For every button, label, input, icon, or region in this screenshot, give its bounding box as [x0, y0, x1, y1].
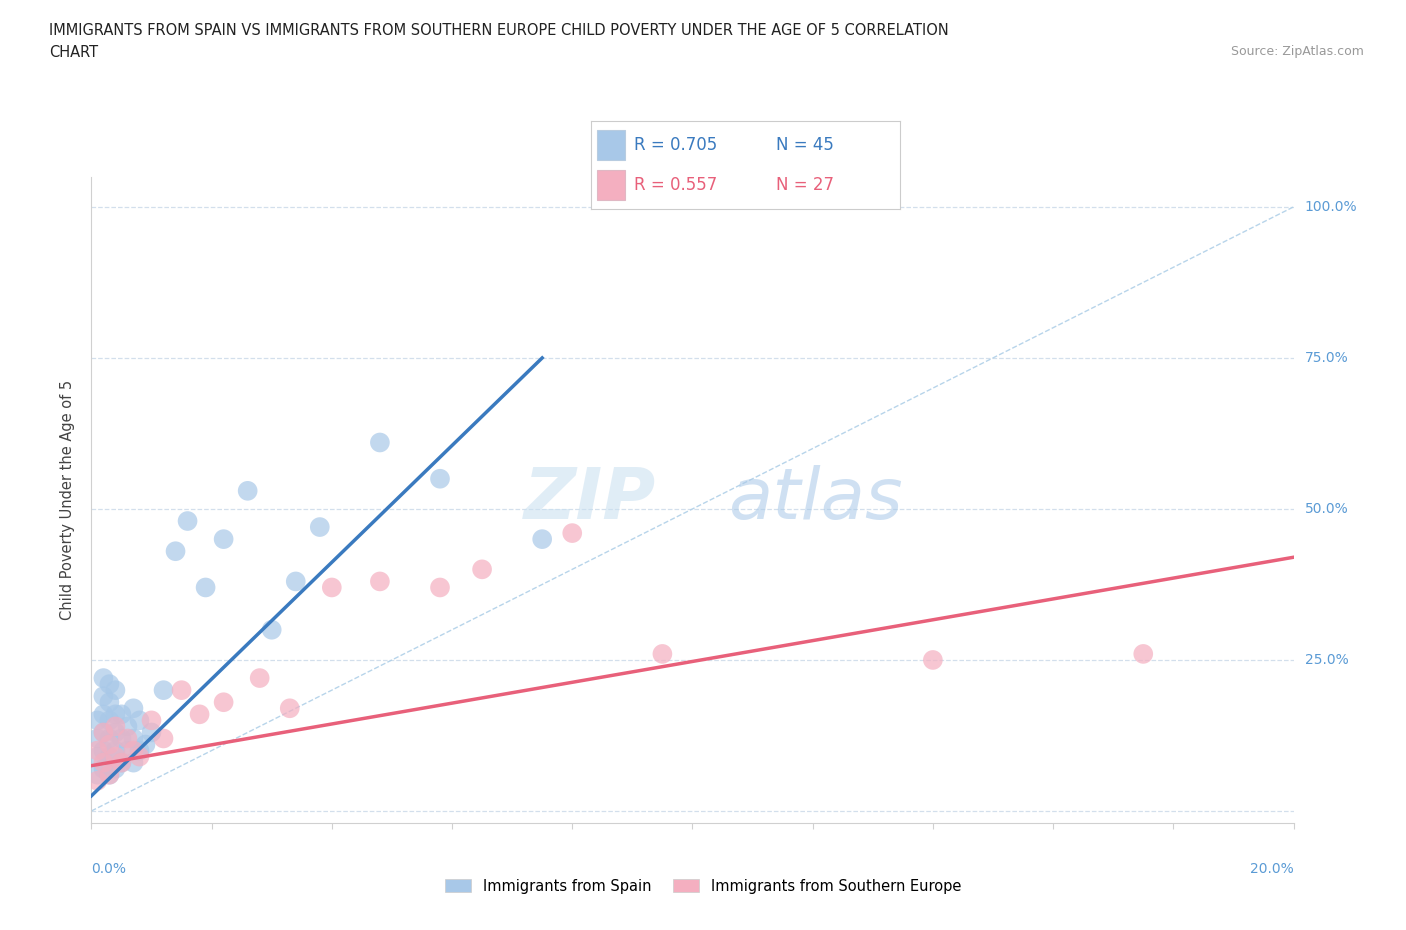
Point — [122, 701, 145, 716]
Text: CHART: CHART — [49, 45, 98, 60]
Point — [98, 677, 121, 692]
Point — [110, 755, 132, 770]
Point — [321, 580, 343, 595]
Point — [110, 707, 132, 722]
Point — [104, 750, 127, 764]
Point — [86, 750, 108, 764]
Point — [651, 646, 673, 661]
Point — [93, 689, 115, 704]
Point — [104, 725, 127, 740]
Point — [429, 472, 451, 486]
Point — [98, 731, 121, 746]
Point — [93, 755, 115, 770]
Point — [308, 520, 330, 535]
FancyBboxPatch shape — [596, 170, 624, 201]
Point — [93, 725, 115, 740]
Point — [104, 683, 127, 698]
Point — [134, 737, 156, 752]
Point — [128, 750, 150, 764]
Point — [93, 725, 115, 740]
Point — [117, 719, 139, 734]
Point — [141, 713, 163, 728]
Point — [152, 683, 174, 698]
Point — [98, 695, 121, 710]
Point — [117, 743, 139, 758]
Point — [122, 755, 145, 770]
Point — [104, 719, 127, 734]
Text: atlas: atlas — [728, 465, 903, 535]
Point — [284, 574, 307, 589]
Point — [152, 731, 174, 746]
Point — [93, 762, 115, 777]
Point — [98, 750, 121, 764]
Point — [104, 707, 127, 722]
Point — [86, 767, 108, 782]
Point — [104, 743, 127, 758]
FancyBboxPatch shape — [596, 130, 624, 160]
Point — [236, 484, 259, 498]
Point — [86, 743, 108, 758]
Point — [429, 580, 451, 595]
Point — [86, 713, 108, 728]
Text: ZIP: ZIP — [524, 465, 657, 535]
Text: Source: ZipAtlas.com: Source: ZipAtlas.com — [1230, 45, 1364, 58]
Point — [1132, 646, 1154, 661]
Text: 0.0%: 0.0% — [91, 862, 127, 876]
Text: R = 0.705: R = 0.705 — [634, 136, 717, 153]
Y-axis label: Child Poverty Under the Age of 5: Child Poverty Under the Age of 5 — [60, 379, 76, 620]
Point — [141, 725, 163, 740]
Point — [128, 713, 150, 728]
Point — [93, 671, 115, 685]
Text: N = 27: N = 27 — [776, 177, 834, 194]
Point — [260, 622, 283, 637]
Point — [194, 580, 217, 595]
Point — [110, 731, 132, 746]
Point — [122, 743, 145, 758]
Point — [93, 707, 115, 722]
Point — [212, 532, 235, 547]
Point — [104, 762, 127, 777]
Text: IMMIGRANTS FROM SPAIN VS IMMIGRANTS FROM SOUTHERN EUROPE CHILD POVERTY UNDER THE: IMMIGRANTS FROM SPAIN VS IMMIGRANTS FROM… — [49, 23, 949, 38]
Point — [86, 774, 108, 789]
Text: N = 45: N = 45 — [776, 136, 834, 153]
Point — [249, 671, 271, 685]
Point — [531, 532, 554, 547]
Point — [93, 743, 115, 758]
Legend: Immigrants from Spain, Immigrants from Southern Europe: Immigrants from Spain, Immigrants from S… — [439, 872, 967, 899]
Point — [110, 755, 132, 770]
Point — [170, 683, 193, 698]
Point — [86, 731, 108, 746]
Point — [278, 701, 301, 716]
Point — [561, 525, 583, 540]
Point — [98, 767, 121, 782]
Text: 100.0%: 100.0% — [1305, 200, 1357, 214]
Point — [188, 707, 211, 722]
Point — [117, 731, 139, 746]
Text: 25.0%: 25.0% — [1305, 653, 1348, 667]
Point — [98, 737, 121, 752]
Point — [98, 767, 121, 782]
Point — [122, 731, 145, 746]
Point — [212, 695, 235, 710]
Point — [368, 574, 391, 589]
Text: 50.0%: 50.0% — [1305, 502, 1348, 516]
Text: R = 0.557: R = 0.557 — [634, 177, 717, 194]
Point — [165, 544, 187, 559]
Point — [98, 713, 121, 728]
Point — [368, 435, 391, 450]
Point — [128, 743, 150, 758]
Text: 20.0%: 20.0% — [1250, 862, 1294, 876]
Point — [176, 513, 198, 528]
Point — [922, 653, 945, 668]
Text: 75.0%: 75.0% — [1305, 351, 1348, 365]
Point — [471, 562, 494, 577]
